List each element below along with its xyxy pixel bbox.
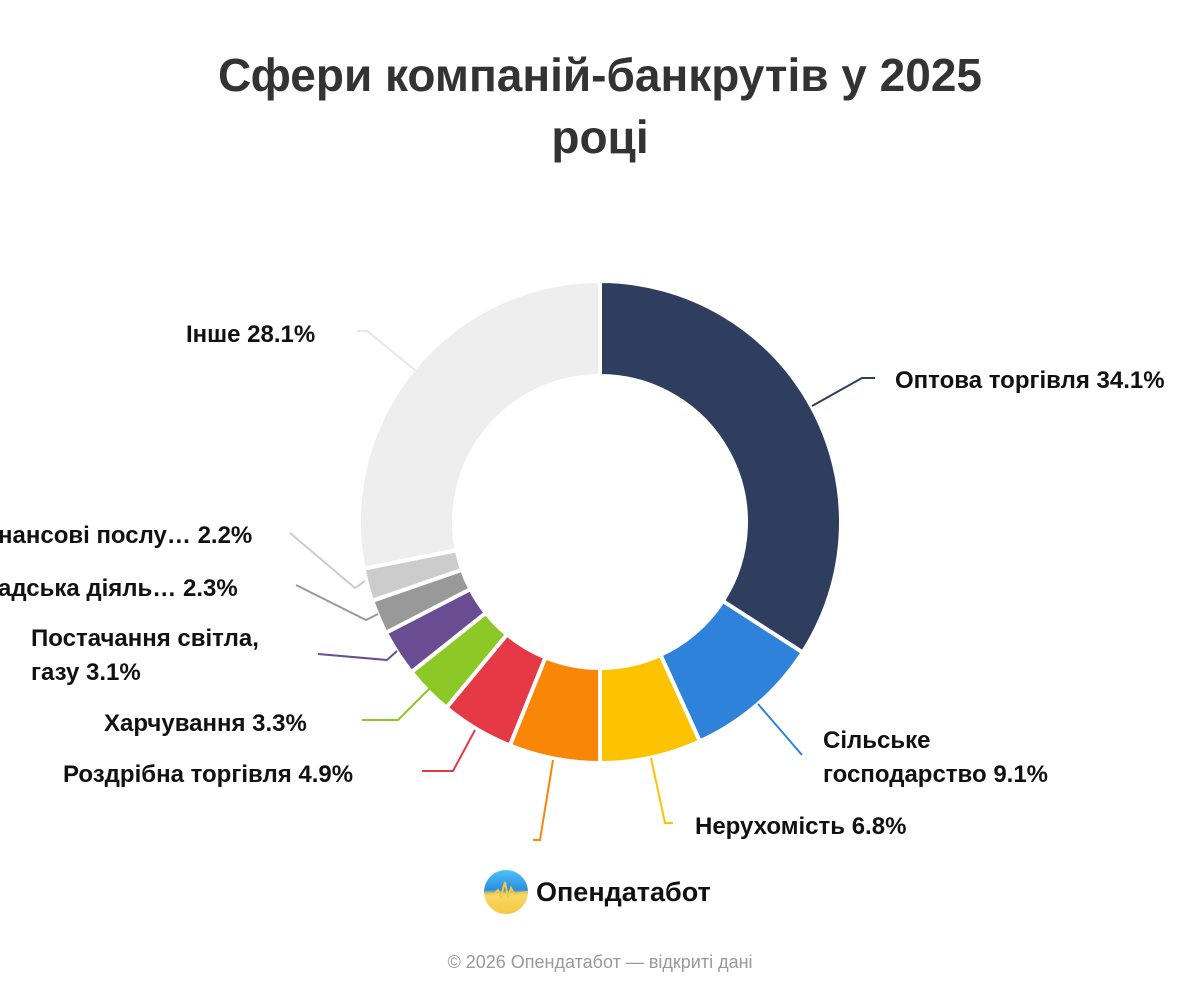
leader-line — [317, 650, 398, 662]
chart-title: Сфери компаній-банкрутів у 2025 році — [218, 49, 982, 163]
leader-line — [422, 729, 476, 772]
label-agriculture-1: Сільське — [823, 727, 931, 754]
label-agriculture-2: господарство 9.1% — [823, 761, 1049, 788]
label-wholesale: Оптова торгівля 34.1% — [895, 367, 1165, 394]
leader-line — [811, 377, 875, 407]
brand-logo: Опендатабот — [484, 870, 711, 914]
donut-slice — [598, 279, 843, 655]
leader-line — [295, 584, 379, 622]
label-utilities-1: Постачання світла, — [31, 625, 259, 652]
leader-line — [289, 532, 366, 590]
label-utilities-2: газу 3.1% — [31, 659, 141, 686]
leader-line — [533, 759, 554, 841]
footer-copyright: © 2026 Опендатабот — відкриті дані — [447, 952, 753, 972]
logo-icon — [484, 870, 528, 914]
label-real-estate: Нерухомість 6.8% — [695, 813, 907, 840]
label-retail: Роздрібна торгівля 4.9% — [63, 761, 354, 788]
label-public: адська діяль… 2.3% — [0, 575, 238, 602]
leader-line — [362, 687, 431, 721]
donut-slice — [357, 279, 602, 571]
label-food: Харчування 3.3% — [104, 710, 307, 737]
leader-line — [650, 757, 673, 824]
leader-line — [357, 330, 416, 371]
leader-line — [757, 703, 803, 756]
label-other: Інше 28.1% — [186, 321, 316, 348]
label-finance: нансові послу… 2.2% — [0, 522, 253, 549]
